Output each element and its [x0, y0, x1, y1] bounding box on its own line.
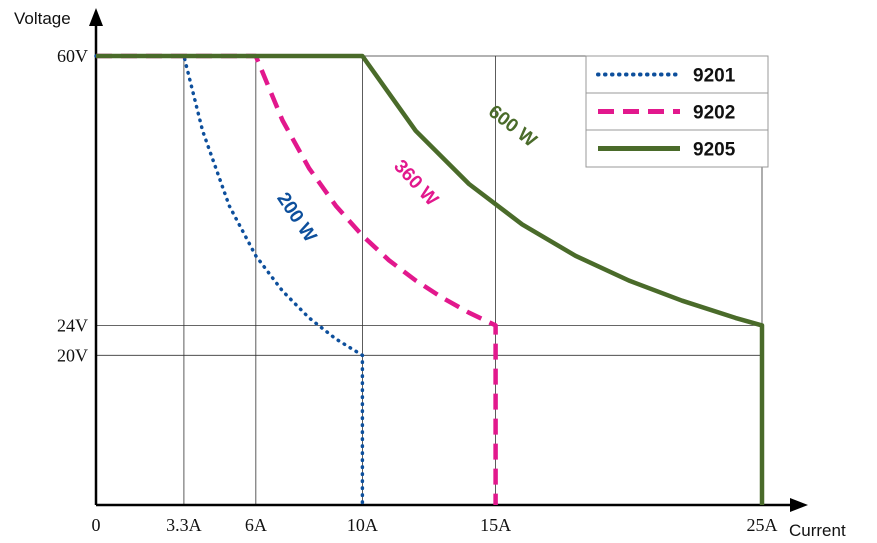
y-tick-label: 20V	[57, 345, 88, 365]
series-line-9205	[96, 53, 765, 505]
tick-labels: 0 3.3A 6A 10A 15A 25A 20V 24V 60V	[57, 46, 778, 535]
legend-label-9201: 9201	[693, 66, 736, 87]
annotation-9201: 200 W	[272, 189, 320, 246]
y-axis-arrow	[89, 8, 103, 26]
x-tick-label: 15A	[480, 515, 511, 535]
x-axis-arrow	[790, 498, 808, 512]
x-tick-label: 10A	[347, 515, 378, 535]
y-tick-label: 60V	[57, 46, 88, 66]
x-axis-label: Current	[789, 521, 846, 540]
y-tick-label: 24V	[57, 315, 88, 335]
x-tick-label: 6A	[245, 515, 267, 535]
legend-label-9205: 9205	[693, 140, 736, 161]
y-axis-label: Voltage	[14, 9, 71, 28]
x-tick-label: 3.3A	[166, 515, 202, 535]
series-line-9202	[96, 53, 498, 505]
x-tick-label: 0	[92, 515, 101, 535]
series-line-9201	[94, 54, 365, 507]
annotation-9202: 360 W	[389, 156, 442, 211]
axes	[89, 8, 808, 512]
x-tick-label: 25A	[747, 515, 778, 535]
series-lines	[94, 53, 765, 507]
legend: 9201 9202 9205	[585, 55, 769, 168]
annotation-9205: 600 W	[484, 101, 540, 151]
legend-label-9202: 9202	[693, 103, 735, 124]
